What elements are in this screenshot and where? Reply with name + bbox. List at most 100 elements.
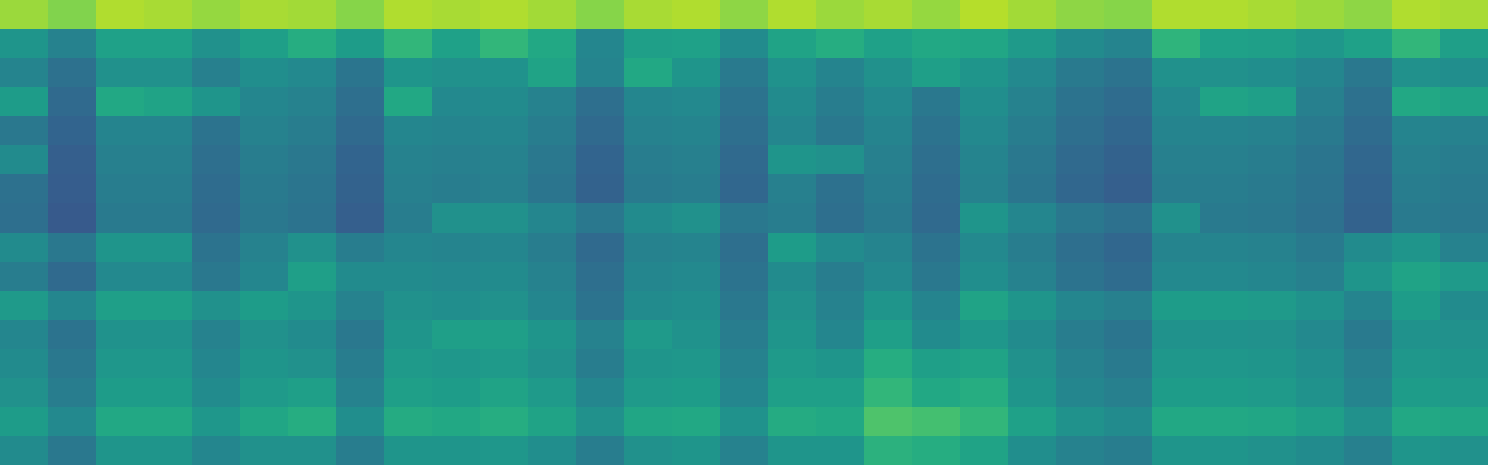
heatmap-cell <box>1248 145 1297 175</box>
heatmap-cell <box>1392 320 1441 350</box>
heatmap-cell <box>144 116 193 146</box>
heatmap-cell <box>1344 0 1393 30</box>
heatmap-cell <box>720 233 769 263</box>
heatmap-cell <box>864 320 913 350</box>
heatmap-cell <box>864 174 913 204</box>
heatmap-cell <box>1248 116 1297 146</box>
heatmap-cell <box>1392 262 1441 292</box>
heatmap-cell <box>1104 29 1153 59</box>
heatmap-cell <box>1104 320 1153 350</box>
heatmap-cell <box>624 58 673 88</box>
heatmap-cell <box>1200 349 1249 379</box>
heatmap-cell <box>96 29 145 59</box>
heatmap-cell <box>432 262 481 292</box>
heatmap-cell <box>1056 145 1105 175</box>
heatmap-cell <box>192 174 241 204</box>
heatmap-cell <box>912 145 961 175</box>
heatmap-cell <box>1344 349 1393 379</box>
heatmap-cell <box>1008 378 1057 408</box>
heatmap-cell <box>816 29 865 59</box>
heatmap-cell <box>384 378 433 408</box>
heatmap-cell <box>288 407 337 437</box>
heatmap-cell <box>1248 291 1297 321</box>
heatmap-cell <box>1152 203 1201 233</box>
heatmap-cell <box>336 233 385 263</box>
heatmap-cell <box>192 116 241 146</box>
heatmap-cell <box>1056 174 1105 204</box>
heatmap-cell <box>1440 233 1488 263</box>
heatmap-cell <box>1152 262 1201 292</box>
heatmap-cell <box>1296 87 1345 117</box>
heatmap-cell <box>672 0 721 30</box>
heatmap-cell <box>672 407 721 437</box>
heatmap-cell <box>1248 58 1297 88</box>
heatmap-cell <box>144 349 193 379</box>
heatmap-cell <box>864 87 913 117</box>
heatmap-cell <box>384 262 433 292</box>
heatmap-cell <box>432 145 481 175</box>
heatmap-cell <box>1104 378 1153 408</box>
heatmap-cell <box>1056 29 1105 59</box>
heatmap-cell <box>288 233 337 263</box>
heatmap-cell <box>432 436 481 465</box>
heatmap-cell <box>1440 378 1488 408</box>
heatmap-cell <box>1440 0 1488 30</box>
heatmap-cell <box>912 58 961 88</box>
heatmap-cell <box>0 145 49 175</box>
heatmap-cell <box>816 378 865 408</box>
heatmap-cell <box>672 87 721 117</box>
heatmap-cell <box>288 436 337 465</box>
heatmap-cell <box>720 203 769 233</box>
heatmap-cell <box>1392 87 1441 117</box>
heatmap-cell <box>1152 29 1201 59</box>
heatmap-cell <box>1200 58 1249 88</box>
heatmap-cell <box>1056 378 1105 408</box>
heatmap-cell <box>1008 116 1057 146</box>
heatmap-cell <box>528 29 577 59</box>
heatmap-cell <box>1056 203 1105 233</box>
heatmap-cell <box>1392 349 1441 379</box>
heatmap-cell <box>1248 407 1297 437</box>
heatmap-cell <box>336 436 385 465</box>
heatmap-cell <box>192 58 241 88</box>
heatmap-cell <box>624 378 673 408</box>
heatmap-cell <box>0 407 49 437</box>
heatmap-cell <box>240 174 289 204</box>
heatmap-cell <box>480 0 529 30</box>
heatmap-cell <box>48 320 97 350</box>
heatmap-cell <box>768 203 817 233</box>
heatmap-cell <box>816 58 865 88</box>
heatmap-cell <box>0 29 49 59</box>
heatmap-cell <box>720 58 769 88</box>
heatmap-cell <box>1056 58 1105 88</box>
heatmap-cell <box>1200 0 1249 30</box>
heatmap-cell <box>720 320 769 350</box>
heatmap-cell <box>912 291 961 321</box>
heatmap-cell <box>384 407 433 437</box>
heatmap-cell <box>768 407 817 437</box>
heatmap-cell <box>1056 407 1105 437</box>
heatmap-cell <box>816 262 865 292</box>
heatmap-cell <box>96 116 145 146</box>
heatmap-cell <box>1248 436 1297 465</box>
heatmap-cell <box>48 407 97 437</box>
heatmap-cell <box>432 320 481 350</box>
heatmap-cell <box>384 233 433 263</box>
heatmap-cell <box>576 87 625 117</box>
heatmap-cell <box>1248 233 1297 263</box>
heatmap-cell <box>720 349 769 379</box>
heatmap-cell <box>1008 407 1057 437</box>
heatmap-cell <box>288 349 337 379</box>
heatmap-cell <box>240 436 289 465</box>
heatmap-cell <box>480 378 529 408</box>
heatmap-cell <box>1344 145 1393 175</box>
heatmap-cell <box>1008 233 1057 263</box>
heatmap-cell <box>384 145 433 175</box>
heatmap-cell <box>336 378 385 408</box>
heatmap-cell <box>624 116 673 146</box>
heatmap-cell <box>1440 145 1488 175</box>
heatmap-cell <box>384 349 433 379</box>
heatmap-cell <box>240 87 289 117</box>
heatmap-cell <box>192 233 241 263</box>
heatmap-cell <box>1152 58 1201 88</box>
